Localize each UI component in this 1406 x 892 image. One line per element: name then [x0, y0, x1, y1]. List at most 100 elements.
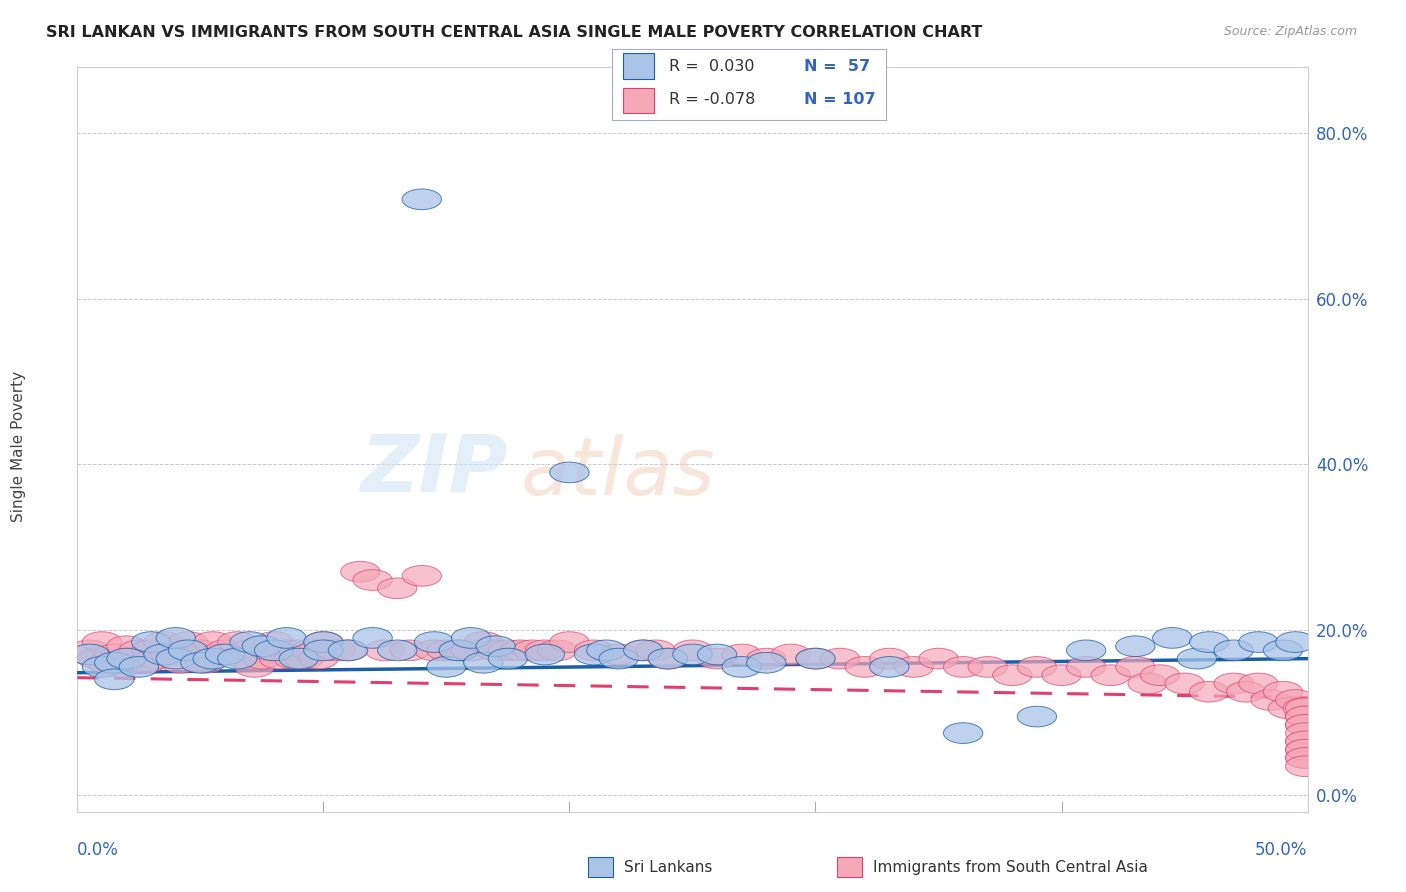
Ellipse shape	[82, 657, 122, 677]
Ellipse shape	[176, 644, 215, 665]
Text: SRI LANKAN VS IMMIGRANTS FROM SOUTH CENTRAL ASIA SINGLE MALE POVERTY CORRELATION: SRI LANKAN VS IMMIGRANTS FROM SOUTH CENT…	[46, 25, 983, 40]
Ellipse shape	[943, 723, 983, 743]
Ellipse shape	[1285, 714, 1324, 735]
FancyBboxPatch shape	[623, 54, 654, 79]
Text: R =  0.030: R = 0.030	[669, 59, 755, 74]
Ellipse shape	[943, 657, 983, 677]
Ellipse shape	[648, 648, 688, 669]
Ellipse shape	[1091, 665, 1130, 686]
Ellipse shape	[673, 644, 713, 665]
Ellipse shape	[796, 648, 835, 669]
Text: N = 107: N = 107	[804, 92, 875, 107]
Ellipse shape	[1018, 657, 1057, 677]
Ellipse shape	[94, 652, 134, 673]
Ellipse shape	[402, 189, 441, 210]
Ellipse shape	[501, 640, 540, 661]
Ellipse shape	[821, 648, 860, 669]
Ellipse shape	[353, 570, 392, 591]
Ellipse shape	[152, 644, 191, 665]
Ellipse shape	[225, 648, 264, 669]
Ellipse shape	[1067, 640, 1107, 661]
Ellipse shape	[1285, 698, 1324, 719]
Ellipse shape	[723, 657, 762, 677]
Ellipse shape	[673, 640, 713, 661]
Ellipse shape	[132, 632, 172, 652]
Ellipse shape	[329, 640, 368, 661]
Ellipse shape	[267, 628, 307, 648]
Ellipse shape	[550, 632, 589, 652]
Ellipse shape	[488, 640, 527, 661]
Ellipse shape	[169, 640, 208, 661]
Ellipse shape	[1251, 690, 1291, 710]
Ellipse shape	[599, 648, 638, 669]
Ellipse shape	[1189, 632, 1229, 652]
Ellipse shape	[870, 657, 910, 677]
Ellipse shape	[747, 648, 786, 669]
Ellipse shape	[162, 652, 201, 673]
Ellipse shape	[94, 644, 134, 665]
Ellipse shape	[304, 632, 343, 652]
Ellipse shape	[747, 652, 786, 673]
Ellipse shape	[254, 632, 294, 652]
Ellipse shape	[1285, 706, 1324, 727]
Ellipse shape	[304, 632, 343, 652]
Ellipse shape	[1285, 706, 1324, 727]
Ellipse shape	[378, 640, 418, 661]
Ellipse shape	[772, 644, 811, 665]
Ellipse shape	[242, 636, 281, 657]
Ellipse shape	[316, 640, 356, 661]
Ellipse shape	[1264, 681, 1303, 702]
Ellipse shape	[242, 648, 281, 669]
Ellipse shape	[894, 657, 934, 677]
Ellipse shape	[1285, 747, 1324, 768]
Ellipse shape	[845, 657, 884, 677]
Ellipse shape	[1275, 632, 1315, 652]
Ellipse shape	[201, 644, 240, 665]
Ellipse shape	[193, 632, 232, 652]
Ellipse shape	[575, 644, 614, 665]
Text: ZIP: ZIP	[360, 430, 508, 508]
Ellipse shape	[107, 648, 146, 669]
Ellipse shape	[451, 628, 491, 648]
Ellipse shape	[1285, 723, 1324, 743]
Ellipse shape	[464, 652, 503, 673]
Ellipse shape	[132, 640, 172, 661]
Ellipse shape	[488, 648, 527, 669]
Ellipse shape	[87, 652, 127, 673]
Ellipse shape	[402, 566, 441, 586]
Ellipse shape	[366, 640, 405, 661]
Ellipse shape	[1284, 698, 1323, 719]
Text: Sri Lankans: Sri Lankans	[624, 860, 713, 874]
Ellipse shape	[697, 648, 737, 669]
Ellipse shape	[218, 648, 257, 669]
Text: N =  57: N = 57	[804, 59, 870, 74]
Ellipse shape	[723, 644, 762, 665]
Ellipse shape	[599, 644, 638, 665]
Ellipse shape	[1285, 731, 1324, 752]
Ellipse shape	[1285, 756, 1324, 777]
Ellipse shape	[1128, 673, 1167, 694]
Ellipse shape	[205, 644, 245, 665]
Ellipse shape	[1264, 640, 1303, 661]
Text: R = -0.078: R = -0.078	[669, 92, 755, 107]
Ellipse shape	[624, 640, 664, 661]
Ellipse shape	[181, 640, 221, 661]
Ellipse shape	[70, 640, 110, 661]
Ellipse shape	[304, 640, 343, 661]
Ellipse shape	[1018, 706, 1057, 727]
Ellipse shape	[1285, 739, 1324, 760]
Ellipse shape	[537, 640, 576, 661]
Ellipse shape	[353, 628, 392, 648]
Ellipse shape	[186, 652, 225, 673]
Ellipse shape	[235, 657, 274, 677]
Ellipse shape	[94, 669, 134, 690]
Ellipse shape	[1166, 673, 1205, 694]
Ellipse shape	[120, 657, 159, 677]
Ellipse shape	[181, 652, 221, 673]
Text: Immigrants from South Central Asia: Immigrants from South Central Asia	[873, 860, 1149, 874]
Ellipse shape	[77, 648, 117, 669]
Ellipse shape	[796, 648, 835, 669]
Ellipse shape	[193, 648, 232, 669]
Ellipse shape	[143, 632, 183, 652]
Ellipse shape	[156, 640, 195, 661]
